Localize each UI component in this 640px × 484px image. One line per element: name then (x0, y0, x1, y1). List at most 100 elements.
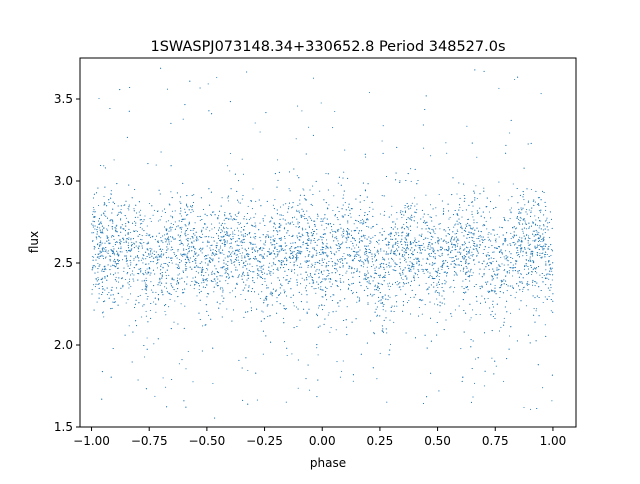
data-point (123, 255, 126, 257)
data-point (544, 232, 546, 234)
data-point (422, 216, 424, 218)
data-point (513, 241, 515, 243)
data-point (247, 272, 249, 274)
data-point (231, 252, 233, 254)
data-point (407, 173, 409, 175)
data-point (191, 206, 193, 208)
data-point (160, 263, 162, 265)
data-point (372, 294, 374, 296)
data-point (410, 168, 412, 170)
data-point (175, 290, 177, 292)
data-point (166, 246, 168, 248)
data-point (268, 269, 270, 272)
data-point (129, 231, 131, 234)
data-point (414, 272, 416, 274)
data-point (252, 247, 254, 249)
data-point (442, 213, 445, 215)
data-point (191, 241, 193, 243)
data-point (268, 236, 270, 238)
data-point (439, 228, 441, 230)
data-point (459, 247, 462, 250)
data-point (391, 205, 393, 207)
data-point (492, 268, 494, 270)
data-point (344, 202, 346, 204)
data-point (453, 266, 455, 268)
data-point (100, 221, 102, 223)
data-point (280, 239, 282, 241)
data-point (545, 274, 547, 276)
data-point (201, 236, 203, 239)
data-point (226, 242, 228, 244)
data-point (258, 229, 260, 231)
data-point (445, 230, 447, 232)
data-point (252, 188, 254, 190)
data-point (534, 285, 536, 287)
data-point (286, 245, 288, 247)
data-point (467, 251, 469, 253)
data-point (541, 277, 543, 279)
data-point (309, 217, 311, 219)
data-point (388, 282, 391, 284)
data-point (510, 207, 513, 209)
data-point (148, 235, 150, 237)
data-point (276, 312, 278, 314)
data-point (100, 244, 102, 246)
data-point (145, 288, 147, 290)
data-point (359, 238, 361, 240)
data-point (481, 295, 483, 297)
data-point (532, 240, 534, 242)
data-point (539, 274, 541, 276)
data-point (153, 343, 155, 345)
data-point (104, 242, 106, 244)
data-point (396, 305, 398, 307)
data-point (245, 284, 247, 286)
data-point (319, 190, 321, 192)
data-point (167, 264, 169, 266)
data-point (156, 263, 158, 265)
data-point (274, 244, 276, 246)
data-point (331, 265, 334, 267)
data-point (344, 149, 346, 151)
data-point (437, 267, 439, 269)
data-point (370, 227, 372, 229)
data-point (318, 276, 320, 278)
data-point (381, 228, 383, 230)
data-point (102, 255, 104, 257)
data-point (441, 246, 443, 248)
data-point (399, 262, 401, 264)
data-point (309, 251, 311, 253)
data-point (526, 273, 528, 275)
data-point (509, 132, 511, 134)
data-point (293, 251, 295, 253)
data-point (414, 237, 416, 239)
data-point (106, 240, 108, 242)
data-point (306, 279, 308, 281)
data-point (117, 213, 119, 215)
data-point (454, 246, 456, 248)
data-point (194, 222, 196, 224)
data-point (171, 378, 173, 381)
data-point (317, 307, 320, 309)
data-point (450, 286, 452, 288)
data-point (408, 269, 410, 271)
data-point (508, 270, 510, 272)
data-point (174, 300, 176, 302)
data-point (447, 254, 449, 256)
data-point (551, 400, 553, 402)
data-point (305, 231, 307, 234)
data-point (146, 225, 148, 227)
data-point (212, 253, 215, 255)
data-point (187, 233, 189, 236)
data-point (297, 226, 300, 228)
data-point (329, 331, 331, 333)
data-point (437, 237, 439, 239)
data-point (114, 262, 116, 264)
data-point (292, 252, 294, 254)
data-point (207, 83, 209, 85)
data-point (328, 204, 330, 206)
data-point (367, 295, 369, 297)
data-point (213, 227, 216, 229)
data-point (468, 233, 470, 236)
data-point (105, 269, 107, 271)
data-point (118, 259, 120, 262)
